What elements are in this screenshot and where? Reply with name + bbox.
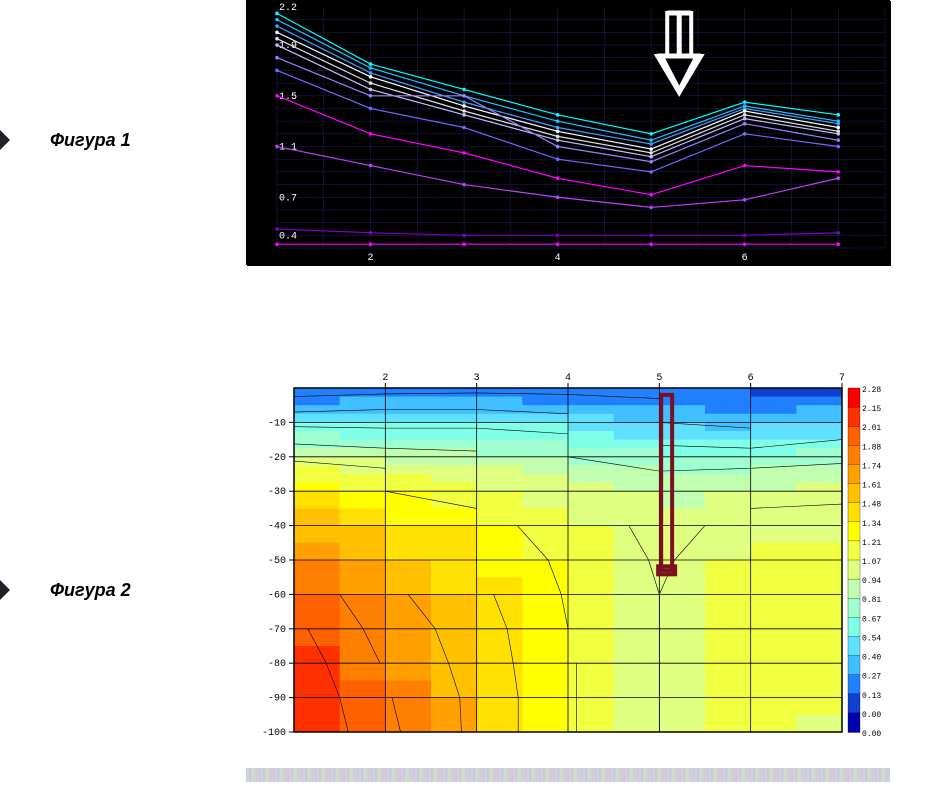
svg-text:-50: -50 bbox=[268, 556, 286, 567]
figure1-label: Фигура 1 bbox=[50, 130, 131, 151]
svg-text:6: 6 bbox=[742, 253, 748, 264]
svg-text:2.2: 2.2 bbox=[279, 3, 297, 14]
svg-text:4: 4 bbox=[555, 253, 561, 264]
svg-text:0.81: 0.81 bbox=[862, 596, 881, 605]
svg-text:1.07: 1.07 bbox=[862, 558, 881, 567]
svg-text:0.7: 0.7 bbox=[279, 193, 297, 204]
figure2-label: Фигура 2 bbox=[50, 580, 131, 601]
svg-text:1.34: 1.34 bbox=[862, 520, 881, 529]
svg-text:2.28: 2.28 bbox=[862, 386, 881, 395]
svg-text:2.01: 2.01 bbox=[862, 424, 881, 433]
svg-text:2: 2 bbox=[368, 253, 374, 264]
svg-text:2.15: 2.15 bbox=[862, 405, 881, 414]
svg-text:-100: -100 bbox=[262, 728, 286, 738]
svg-text:1.48: 1.48 bbox=[862, 501, 881, 510]
svg-text:0.54: 0.54 bbox=[862, 634, 881, 643]
figure1-label-block: Фигура 1 bbox=[0, 80, 131, 200]
svg-text:7: 7 bbox=[839, 373, 845, 384]
svg-text:1.61: 1.61 bbox=[862, 482, 881, 491]
svg-text:1.21: 1.21 bbox=[862, 539, 881, 548]
figure2-label-block: Фигура 2 bbox=[0, 530, 131, 650]
noise-bar bbox=[246, 768, 890, 782]
svg-text:0.00: 0.00 bbox=[862, 730, 881, 738]
svg-text:5: 5 bbox=[656, 373, 662, 384]
svg-text:2: 2 bbox=[382, 373, 388, 384]
svg-text:0.27: 0.27 bbox=[862, 673, 881, 682]
svg-text:0.13: 0.13 bbox=[862, 692, 881, 701]
chevron-icon bbox=[0, 530, 10, 650]
svg-text:1.74: 1.74 bbox=[862, 462, 881, 471]
svg-text:0.94: 0.94 bbox=[862, 577, 881, 586]
svg-text:6: 6 bbox=[748, 373, 754, 384]
svg-text:-60: -60 bbox=[268, 590, 286, 601]
figure2-chart: 2 3 4 5 6 7 -10 -20 -30 -40 -50 -60 -70 -80 -90 -100 2.2… bbox=[246, 366, 890, 738]
svg-text:-20: -20 bbox=[268, 453, 286, 464]
svg-text:-80: -80 bbox=[268, 659, 286, 670]
svg-text:3: 3 bbox=[474, 373, 480, 384]
figure1-chart: 0.40.71.11.51.92.2246 bbox=[246, 0, 890, 265]
svg-text:-30: -30 bbox=[268, 487, 286, 498]
svg-text:-10: -10 bbox=[268, 418, 286, 429]
svg-text:-70: -70 bbox=[268, 625, 286, 636]
svg-text:4: 4 bbox=[565, 373, 571, 384]
chevron-icon bbox=[0, 80, 10, 200]
svg-text:1.88: 1.88 bbox=[862, 443, 881, 452]
svg-text:-90: -90 bbox=[268, 694, 286, 705]
svg-text:0.4: 0.4 bbox=[279, 231, 297, 242]
svg-text:-40: -40 bbox=[268, 522, 286, 533]
svg-text:0.67: 0.67 bbox=[862, 615, 881, 624]
svg-text:0.40: 0.40 bbox=[862, 654, 881, 663]
svg-text:0.00: 0.00 bbox=[862, 711, 881, 720]
